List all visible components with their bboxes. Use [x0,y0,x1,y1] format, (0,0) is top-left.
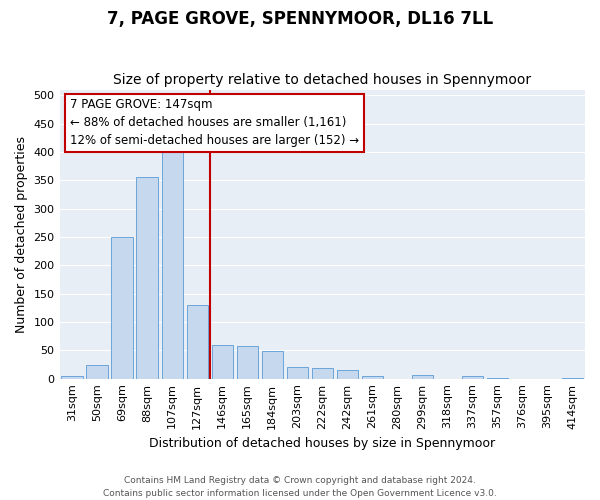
Text: 7 PAGE GROVE: 147sqm
← 88% of detached houses are smaller (1,161)
12% of semi-de: 7 PAGE GROVE: 147sqm ← 88% of detached h… [70,98,359,147]
Bar [462,376,483,378]
Y-axis label: Number of detached properties: Number of detached properties [15,136,28,332]
Text: Contains HM Land Registry data © Crown copyright and database right 2024.
Contai: Contains HM Land Registry data © Crown c… [103,476,497,498]
Bar [287,368,308,378]
Bar [311,368,333,378]
Bar [187,305,208,378]
Bar [212,344,233,378]
Bar [161,149,183,378]
Bar [61,376,83,378]
Bar [86,364,108,378]
Bar [362,376,383,378]
Bar [236,346,258,378]
X-axis label: Distribution of detached houses by size in Spennymoor: Distribution of detached houses by size … [149,437,496,450]
Bar [337,370,358,378]
Text: 7, PAGE GROVE, SPENNYMOOR, DL16 7LL: 7, PAGE GROVE, SPENNYMOOR, DL16 7LL [107,10,493,28]
Bar [136,178,158,378]
Bar [412,376,433,378]
Bar [112,237,133,378]
Bar [262,352,283,378]
Title: Size of property relative to detached houses in Spennymoor: Size of property relative to detached ho… [113,73,532,87]
